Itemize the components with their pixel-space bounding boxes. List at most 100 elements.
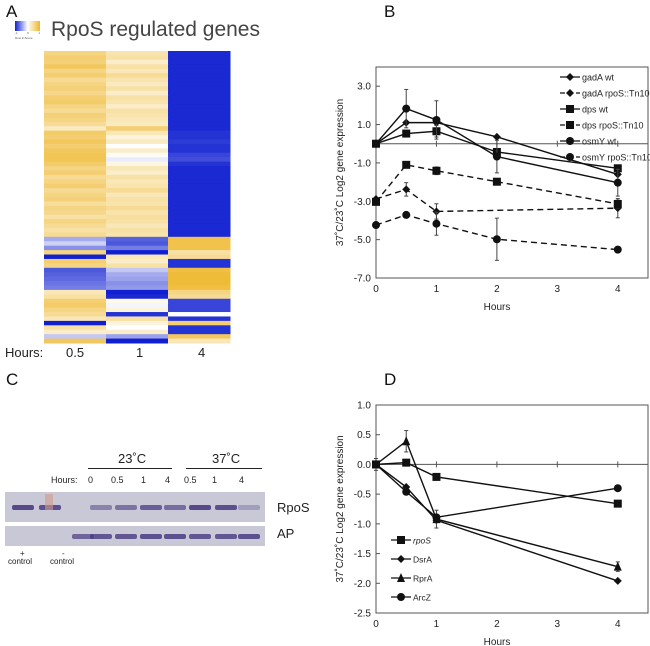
triangle-marker	[402, 436, 411, 446]
heatmap-cell	[44, 77, 107, 83]
heatmap-cell	[106, 81, 169, 87]
y-tick-label: -3.0	[354, 197, 372, 208]
heatmap-cell	[44, 112, 107, 118]
heatmap-cell	[44, 59, 107, 65]
heatmap-cell	[106, 90, 169, 96]
heatmap-cell	[106, 68, 169, 74]
heatmap-cell	[168, 104, 231, 110]
heatmap-cell	[44, 55, 107, 61]
series-line	[375, 461, 618, 505]
square-marker	[613, 164, 622, 173]
western-blot	[5, 492, 265, 546]
y-tick-label: -1.0	[354, 158, 372, 169]
x-tick-label: 2	[494, 619, 500, 630]
column-label: 1	[136, 345, 144, 360]
heatmap-cell	[168, 325, 231, 331]
heatmap-cell	[168, 161, 231, 167]
y-tick-label: -0.5	[354, 490, 372, 501]
heatmap-cell	[106, 170, 169, 176]
heatmap-cell	[44, 214, 107, 220]
heatmap-cell	[44, 258, 107, 264]
heatmap-cell	[44, 130, 107, 136]
heatmap-cell	[44, 298, 107, 304]
y-tick-label: 1.0	[357, 401, 371, 412]
ap-band	[72, 534, 94, 539]
panel-label-c: C	[6, 370, 19, 389]
legend-label: osmY rpoS::Tn10	[582, 153, 650, 163]
heatmap-cell	[44, 338, 107, 344]
lane-hour-label: 0.5	[111, 475, 124, 485]
heatmap-cell	[168, 197, 231, 202]
heatmap-cell	[44, 73, 107, 79]
heatmap-cell	[44, 68, 107, 74]
diamond-marker	[402, 185, 411, 194]
minus-sign: -	[62, 549, 65, 558]
heatmap-cell	[44, 104, 107, 110]
heatmap-cell	[106, 258, 169, 264]
heatmap-cell	[44, 117, 107, 123]
diamond-marker	[432, 207, 441, 216]
y-tick-label: 0.0	[357, 460, 371, 471]
heatmap-cell	[44, 316, 107, 322]
heatmap-cell	[106, 121, 169, 127]
lane-hour-label: 0	[88, 475, 94, 485]
heatmap-cell	[106, 108, 169, 114]
triangle-marker	[397, 573, 405, 582]
heatmap-cell	[106, 241, 169, 247]
circle-marker	[432, 513, 441, 522]
heatmap-cell	[168, 81, 231, 87]
square-marker	[402, 160, 411, 169]
heatmap-cell	[168, 241, 231, 247]
legend-label: DsrA	[413, 555, 432, 565]
heatmap-cell	[44, 329, 107, 335]
heatmap-cell	[106, 219, 169, 225]
heatmap-cell	[106, 112, 169, 118]
x-tick-label: 4	[615, 284, 621, 295]
lane-hour-label: 4	[165, 475, 171, 485]
x-tick-label: 2	[494, 284, 500, 295]
heatmap-cell	[106, 245, 169, 251]
heatmap-cell	[44, 161, 107, 167]
heatmap-cell	[106, 334, 169, 340]
heatmap-cell	[44, 245, 107, 251]
heatmap-cell	[44, 312, 107, 317]
ap-band	[164, 534, 186, 539]
heatmap-cell	[106, 210, 169, 216]
heatmap-cell	[44, 135, 107, 140]
heatmap-cell	[44, 192, 107, 198]
blot-label-rpos: RpoS	[277, 500, 310, 515]
heatmap-cell	[168, 86, 231, 92]
rpos-band	[12, 505, 34, 510]
heatmap-cell	[106, 51, 169, 56]
heatmap-cell	[168, 188, 231, 194]
heatmap-cell	[44, 307, 107, 313]
square-marker	[613, 199, 622, 208]
column-label: 4	[198, 345, 206, 360]
heatmap-cell	[168, 258, 231, 264]
square-marker	[566, 121, 574, 129]
heatmap-cell	[106, 99, 169, 105]
heatmap-cell	[168, 174, 231, 180]
heatmap-title: RpoS regulated genes	[51, 18, 260, 41]
heatmap-cell	[44, 64, 107, 70]
heatmap-cell	[106, 329, 169, 335]
heatmap-cell	[106, 188, 169, 194]
heatmap-cell	[44, 219, 107, 225]
heatmap-cell	[168, 276, 231, 282]
heatmap-cell	[168, 298, 231, 304]
minus-control-label: control	[50, 557, 75, 566]
heatmap-cell	[168, 219, 231, 225]
heatmap-cell	[44, 263, 107, 269]
y-tick-label: -2.0	[354, 579, 372, 590]
heatmap-cell	[168, 250, 231, 256]
circle-marker	[432, 115, 441, 124]
heatmap-cell	[168, 55, 231, 61]
square-marker	[402, 458, 411, 467]
square-marker	[372, 197, 380, 206]
heatmap-cell	[44, 227, 107, 233]
hours-row-label: Hours:	[5, 345, 44, 360]
heatmap-cell	[106, 104, 169, 110]
series-line	[375, 463, 618, 519]
heatmap-cell	[168, 135, 231, 140]
circle-marker	[402, 210, 411, 219]
